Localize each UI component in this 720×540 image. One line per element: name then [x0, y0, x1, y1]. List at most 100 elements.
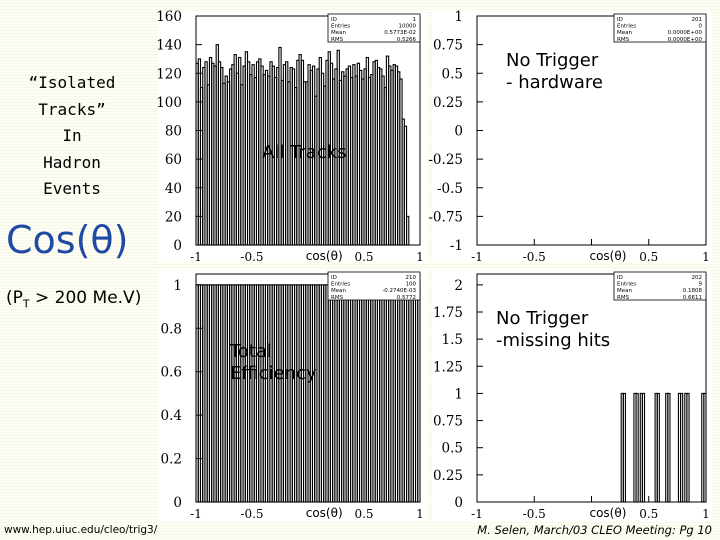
chart-all-tracks-stats-key: Entries	[331, 24, 350, 30]
chart-total-efficiency-ytick-label: 0.4	[161, 408, 182, 424]
chart-all-tracks-xtick-label: -0.5	[240, 250, 263, 264]
chart-all-tracks-stats-value: 10000	[399, 24, 417, 30]
chart-no-trigger-hardware-stats-value: 0.0000E+00	[668, 37, 703, 43]
chart-no-trigger-hardware-ytick-label: 1	[454, 9, 463, 25]
chart-total-efficiency-xtick-label: -0.5	[240, 507, 263, 521]
pt-cut-prefix: (P	[6, 288, 23, 308]
chart-no-trigger-hardware-xtick-label: -1	[471, 250, 483, 264]
chart-all-tracks-stats-value: 0.5773E-02	[384, 30, 416, 36]
chart-no-trigger-missing-hits-ytick-label: 1.75	[433, 305, 463, 321]
chart-no-trigger-hardware-xtick-label: 1	[702, 250, 710, 264]
chart-no-trigger-missing-hits-stats-value: 202	[692, 275, 703, 281]
chart-no-trigger-missing-hits-stats-key: ID	[617, 275, 623, 281]
chart-no-trigger-hardware-ytick-label: -1	[450, 238, 463, 254]
chart-all-tracks-stats-key: ID	[331, 17, 337, 23]
chart-all-tracks-xtick-label: 1	[416, 250, 424, 264]
chart-no-trigger-missing-hits-stats-key: Mean	[617, 288, 632, 294]
chart-all-tracks-xlabel: cos(θ)	[306, 249, 343, 263]
credit-footer: M. Selen, March/03 CLEO Meeting: Pg 10	[477, 523, 712, 537]
chart-total-efficiency-ytick-label: 1	[173, 278, 182, 294]
chart-total-efficiency-ytick-label: 0	[173, 495, 182, 511]
no-trigger-missing-hits-label: No Trigger -missing hits	[496, 308, 611, 351]
chart-total-efficiency-stats-key: RMS	[331, 295, 344, 301]
chart-all-tracks-ytick-label: 20	[165, 209, 182, 225]
chart-no-trigger-hardware-ytick-label: 0.75	[433, 38, 463, 54]
chart-total-efficiency-xlabel: cos(θ)	[306, 506, 343, 520]
chart-total-efficiency-stats-value: 0.5772	[397, 295, 416, 301]
chart-all-tracks-stats-box	[327, 13, 421, 43]
chart-no-trigger-missing-hits-stats-box	[613, 271, 707, 301]
chart-no-trigger-missing-hits-ytick-label: 1.25	[433, 359, 463, 375]
chart-no-trigger-missing-hits-ytick-label: 2	[454, 278, 463, 294]
chart-no-trigger-hardware-ytick-label: 0.5	[442, 66, 463, 82]
chart-all-tracks-stats-value: 0.5266	[397, 37, 417, 43]
chart-total-efficiency-stats-value: 210	[406, 275, 417, 281]
chart-no-trigger-hardware-stats-key: RMS	[617, 37, 630, 43]
title-line: Tracks”	[38, 99, 106, 119]
chart-no-trigger-missing-hits-stats-value: 0.1808	[683, 288, 703, 294]
chart-total-efficiency-stats-key: ID	[331, 275, 337, 281]
title-line: Events	[43, 179, 101, 198]
chart-all-tracks-xtick-label: 0.5	[354, 250, 373, 264]
chart-no-trigger-hardware-ytick-label: -0.25	[428, 152, 463, 168]
no-trigger-hardware-label: No Trigger - hardware	[506, 50, 603, 93]
chart-no-trigger-hardware-xtick-label: 0.5	[639, 250, 658, 264]
chart-no-trigger-missing-hits-ytick-label: 0.75	[433, 414, 463, 430]
chart-all-tracks-ytick-label: 80	[165, 124, 182, 140]
chart-no-trigger-hardware-ytick-label: 0.25	[433, 95, 463, 111]
chart-total-efficiency-xtick-label: 0.5	[354, 507, 373, 521]
chart-all-tracks-stats-key: RMS	[331, 37, 344, 43]
chart-no-trigger-missing-hits-xtick-label: 1	[702, 507, 710, 521]
chart-no-trigger-hardware-stats-value: 0	[699, 24, 703, 30]
chart-no-trigger-missing-hits-stats-value: 9	[699, 282, 703, 288]
chart-all-tracks-ytick-label: 60	[165, 152, 182, 168]
chart-all-tracks-ytick-label: 0	[173, 238, 182, 254]
chart-no-trigger-hardware-xlabel: cos(θ)	[589, 249, 626, 263]
chart-all-tracks-stats-key: Mean	[331, 30, 346, 36]
chart-total-efficiency-stats-value: 100	[406, 282, 417, 288]
chart-total-efficiency-xtick-label: 1	[416, 507, 424, 521]
chart-no-trigger-missing-hits-ytick-label: 0.5	[442, 441, 463, 457]
slide-title: “Isolated Tracks” In Hadron Events	[22, 70, 122, 203]
title-line: In	[62, 126, 82, 145]
all-tracks-label: All Tracks	[262, 142, 347, 163]
chart-no-trigger-hardware-panel	[432, 12, 712, 262]
chart-no-trigger-hardware-xtick-label: -0.5	[523, 250, 546, 264]
chart-no-trigger-hardware-stats-key: Entries	[617, 24, 636, 30]
chart-total-efficiency-ytick-label: 0.6	[161, 365, 182, 381]
chart-no-trigger-missing-hits-ytick-label: 1.5	[442, 332, 463, 348]
chart-total-efficiency-stats-key: Mean	[331, 288, 346, 294]
chart-all-tracks-stats-value: 1	[413, 17, 417, 23]
chart-total-efficiency-ytick-label: 0.2	[161, 452, 182, 468]
chart-no-trigger-hardware-stats-box	[613, 13, 707, 43]
total-efficiency-label: Total Efficiency	[230, 341, 317, 384]
source-url[interactable]: www.hep.uiuc.edu/cleo/trig3/	[4, 524, 158, 536]
chart-total-efficiency-stats-key: Entries	[331, 282, 350, 288]
title-line: “Isolated	[28, 73, 116, 92]
chart-no-trigger-missing-hits-xtick-label: 0.5	[639, 507, 658, 521]
chart-total-efficiency-ytick-label: 0.8	[161, 321, 182, 337]
chart-no-trigger-missing-hits-stats-value: 0.6611	[683, 295, 702, 301]
chart-all-tracks-ytick-label: 120	[156, 66, 182, 82]
chart-no-trigger-hardware-stats-value: 201	[692, 17, 703, 23]
chart-total-efficiency-xtick-label: -1	[190, 507, 202, 521]
pt-cut-sub: T	[22, 297, 30, 311]
chart-no-trigger-hardware-ytick-label: -0.5	[437, 181, 463, 197]
chart-no-trigger-hardware-ytick-label: -0.75	[428, 209, 463, 225]
pt-cut-label: (PT > 200 Me.V)	[6, 288, 141, 310]
chart-total-efficiency-stats-box	[327, 271, 421, 301]
chart-no-trigger-missing-hits-ytick-label: 0.25	[433, 468, 463, 484]
chart-no-trigger-missing-hits-xtick-label: -0.5	[523, 507, 546, 521]
chart-no-trigger-missing-hits-xtick-label: -1	[471, 507, 483, 521]
chart-no-trigger-hardware-ytick-label: 0	[454, 124, 463, 140]
chart-no-trigger-missing-hits-ytick-label: 0	[454, 495, 463, 511]
chart-no-trigger-hardware-stats-value: 0.0000E+00	[668, 30, 703, 36]
cos-theta-heading: Cos(θ)	[6, 218, 129, 262]
chart-no-trigger-missing-hits-stats-key: Entries	[617, 282, 636, 288]
chart-total-efficiency-stats-value: -0.2740E-03	[382, 288, 416, 294]
chart-no-trigger-missing-hits-ytick-label: 1	[454, 386, 463, 402]
chart-no-trigger-hardware-stats-key: Mean	[617, 30, 632, 36]
title-line: Hadron	[43, 152, 101, 172]
chart-no-trigger-missing-hits-stats-key: RMS	[617, 295, 630, 301]
